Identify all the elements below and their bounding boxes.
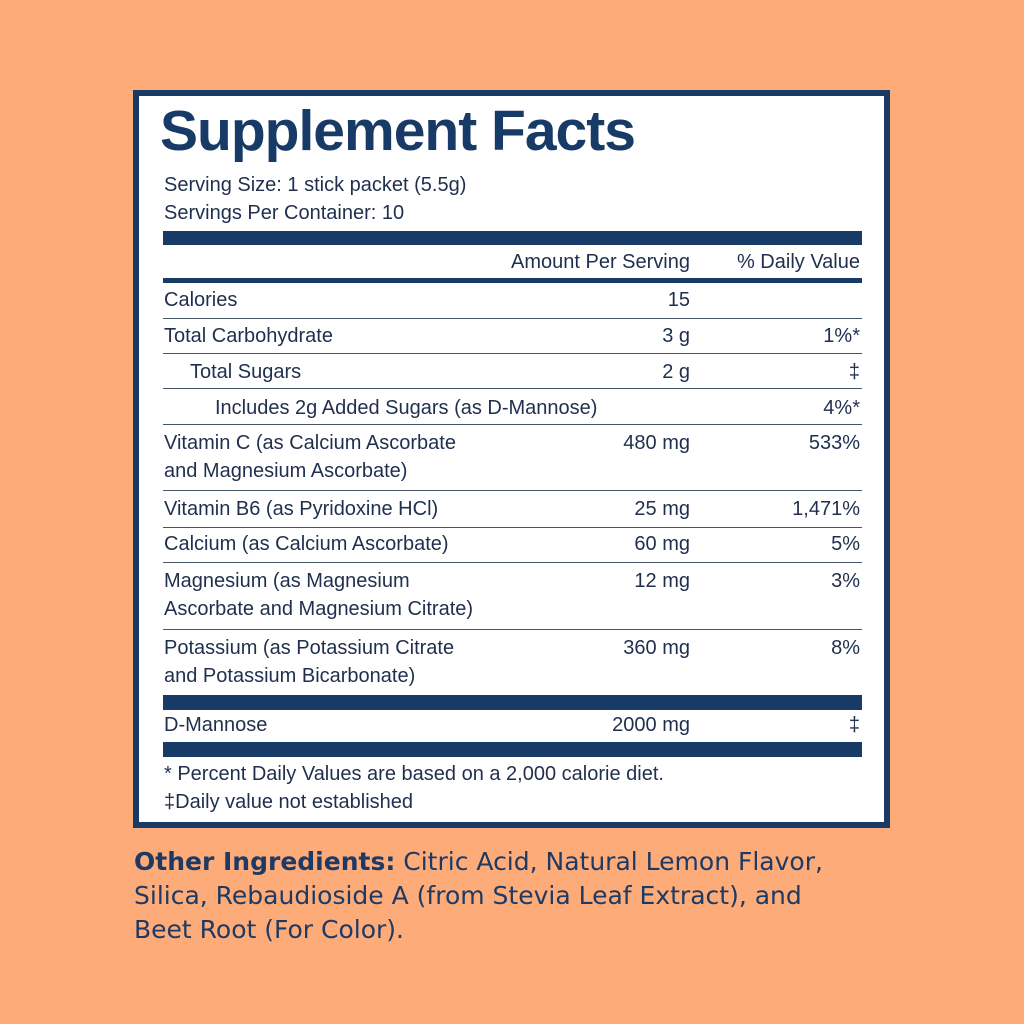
amount: 2 g	[662, 361, 690, 383]
row-rule	[163, 353, 862, 354]
thick-rule	[163, 742, 862, 757]
serving-size: Serving Size: 1 stick packet (5.5g)	[164, 174, 467, 196]
nutrient-name: and Potassium Bicarbonate)	[164, 665, 416, 687]
daily-value: 1,471%	[792, 498, 860, 520]
thick-rule	[163, 695, 862, 710]
nutrient-name: Vitamin C (as Calcium Ascorbate	[164, 432, 456, 454]
nutrient-name: Magnesium (as Magnesium	[164, 570, 410, 592]
amount: 360 mg	[623, 637, 690, 659]
title: Supplement Facts	[160, 99, 636, 163]
row-rule	[163, 629, 862, 630]
nutrient-name: Calories	[164, 289, 238, 311]
rule	[163, 278, 862, 283]
daily-value: 5%	[831, 533, 860, 555]
ingredients-text: Beet Root (For Color).	[134, 915, 404, 944]
daily-value: ‡	[848, 714, 860, 736]
amount: 15	[667, 289, 690, 311]
amount: 480 mg	[623, 432, 690, 454]
ingredients-line: Other Ingredients: Citric Acid, Natural …	[134, 845, 823, 879]
ingredients-line: Beet Root (For Color).	[134, 913, 823, 947]
daily-value-header: % Daily Value	[736, 251, 860, 273]
daily-value: ‡	[848, 361, 860, 383]
other-ingredients: Other Ingredients: Citric Acid, Natural …	[134, 845, 823, 947]
thick-rule	[163, 231, 862, 245]
nutrient-name: D-Mannose	[164, 714, 268, 736]
daily-value: 8%	[831, 637, 860, 659]
nutrient-name: Vitamin B6 (as Pyridoxine HCl)	[164, 498, 439, 520]
amount: 25 mg	[634, 498, 690, 520]
nutrient-name: and Magnesium Ascorbate)	[164, 460, 408, 482]
amount: 60 mg	[634, 533, 690, 555]
nutrient-name: Ascorbate and Magnesium Citrate)	[164, 598, 474, 620]
daily-value: 4%*	[823, 397, 860, 419]
nutrient-name: Calcium (as Calcium Ascorbate)	[164, 533, 449, 555]
amount: 3 g	[662, 325, 690, 347]
daily-value: 1%*	[823, 325, 860, 347]
nutrient-name: Potassium (as Potassium Citrate	[164, 637, 455, 659]
ingredients-line: Silica, Rebaudioside A (from Stevia Leaf…	[134, 879, 823, 913]
footnote: ‡Daily value not established	[164, 791, 414, 813]
row-rule	[163, 318, 862, 319]
footnote: * Percent Daily Values are based on a 2,…	[164, 763, 664, 785]
amount: 12 mg	[634, 570, 690, 592]
ingredients-text: Silica, Rebaudioside A (from Stevia Leaf…	[134, 881, 802, 910]
nutrient-name: Includes 2g Added Sugars (as D-Mannose)	[215, 397, 598, 419]
row-rule	[163, 490, 862, 491]
ingredients-label: Other Ingredients:	[134, 847, 396, 876]
daily-value: 533%	[808, 432, 860, 454]
nutrient-name: Total Carbohydrate	[164, 325, 333, 347]
amount: 2000 mg	[612, 714, 690, 736]
row-rule	[163, 527, 862, 528]
row-rule	[163, 562, 862, 563]
row-rule	[163, 424, 862, 425]
row-rule	[163, 388, 862, 389]
amount-header: Amount Per Serving	[511, 251, 690, 273]
daily-value: 3%	[831, 570, 860, 592]
nutrient-name: Total Sugars	[190, 361, 302, 383]
ingredients-text: Citric Acid, Natural Lemon Flavor,	[403, 847, 823, 876]
servings-per-container: Servings Per Container: 10	[164, 202, 405, 224]
